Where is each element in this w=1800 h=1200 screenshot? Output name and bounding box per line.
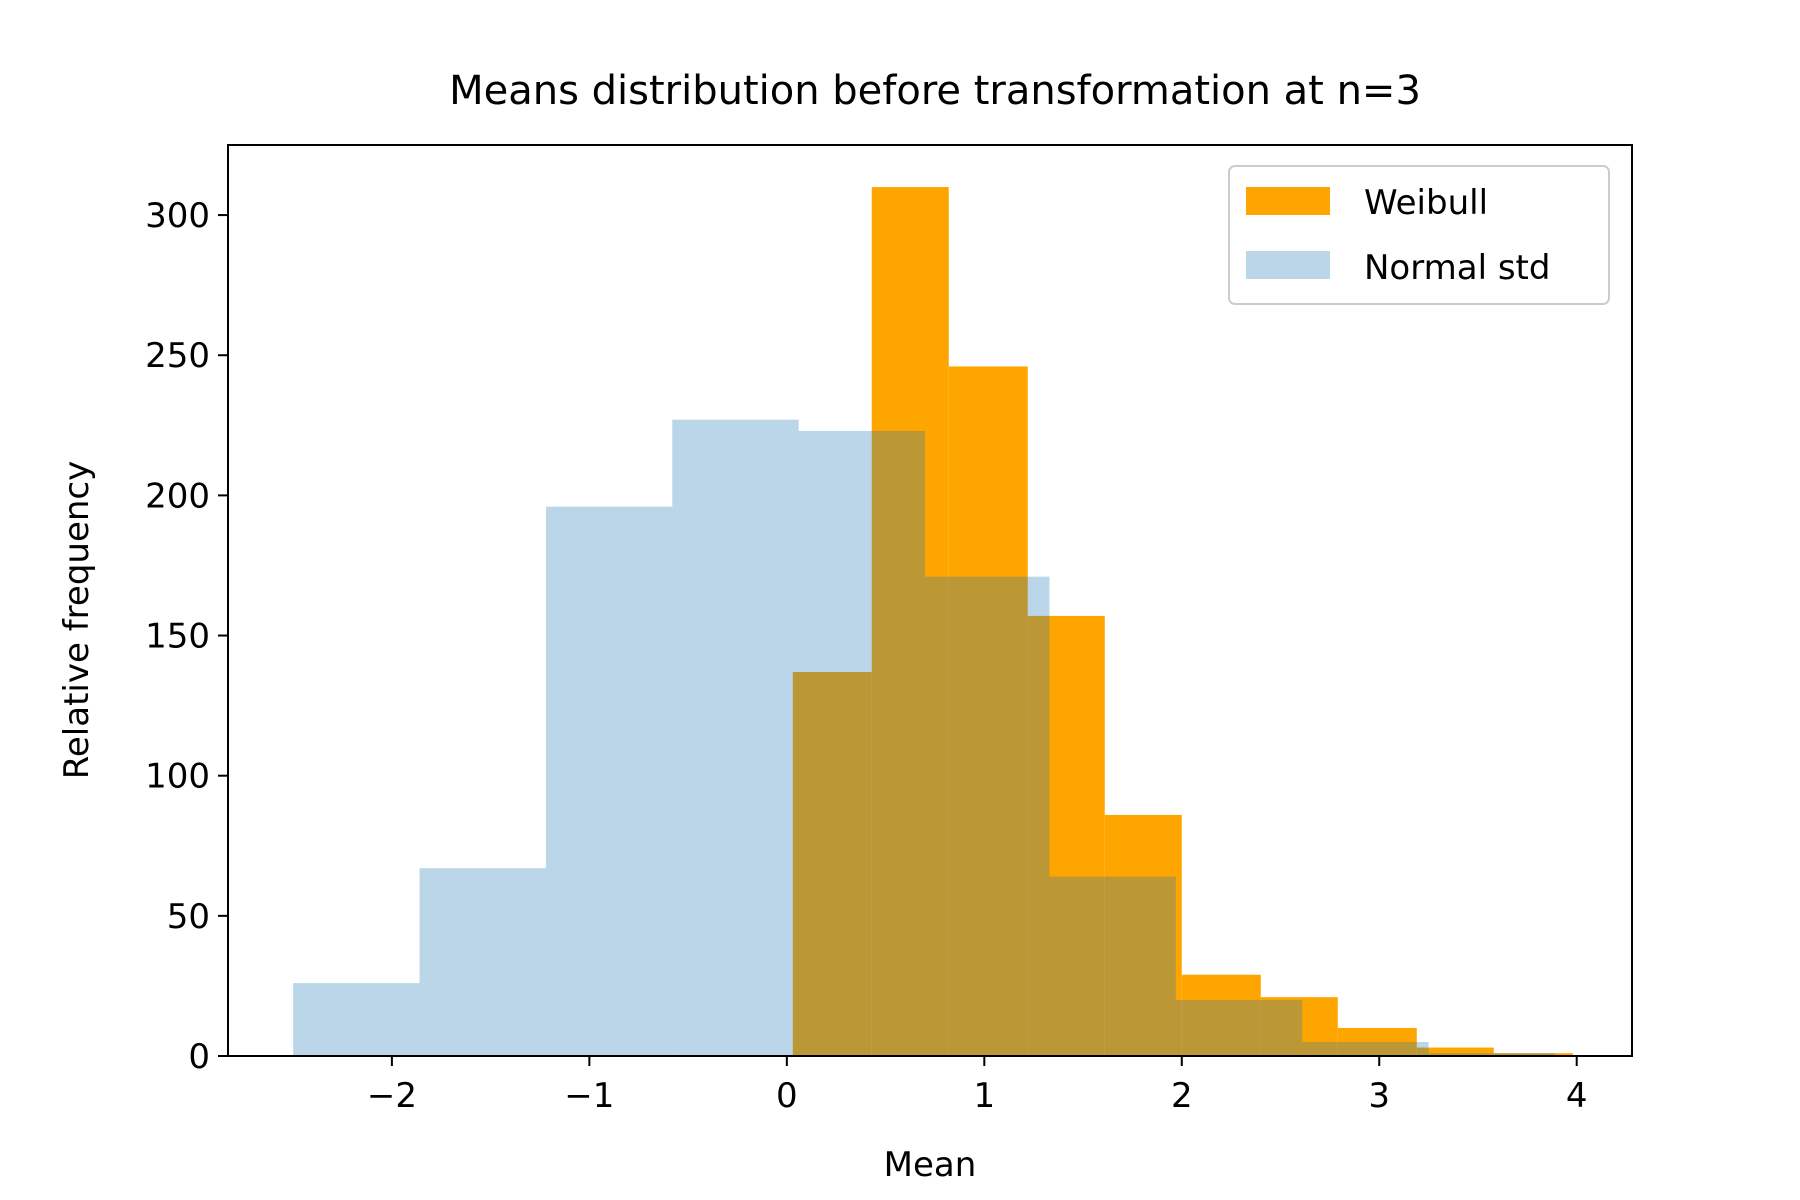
y-tick-label: 0 <box>188 1037 210 1077</box>
legend: Weibull Normal std <box>1228 165 1610 305</box>
y-tick-label: 250 <box>145 336 210 376</box>
bar-weibull-8 <box>1416 1047 1494 1056</box>
y-axis-label: Relative frequency <box>57 461 97 779</box>
bar-weibull-3 <box>1027 615 1105 1056</box>
y-tick-label: 200 <box>145 476 210 516</box>
bar-weibull-0 <box>792 671 872 1056</box>
bar-normal-std-5 <box>925 576 1050 1056</box>
chart-title: Means distribution before transformation… <box>449 68 1421 114</box>
bar-normal-std-3 <box>672 419 799 1056</box>
bar-weibull-2 <box>948 366 1028 1056</box>
bar-weibull-7 <box>1337 1027 1417 1056</box>
x-tick-label: 1 <box>973 1076 995 1116</box>
y-tick-label: 100 <box>145 757 210 797</box>
x-tick-label: 0 <box>776 1076 798 1116</box>
bar-normal-std-4 <box>798 430 926 1057</box>
bar-weibull-1 <box>871 187 949 1057</box>
y-axis-ticks: 0 50 100 150 200 250 300 <box>145 196 228 1077</box>
x-tick-label: 4 <box>1566 1076 1588 1116</box>
bar-normal-std-9 <box>1428 1053 1555 1056</box>
legend-label-weibull: Weibull <box>1364 183 1488 223</box>
legend-label-normal-std: Normal std <box>1364 248 1550 288</box>
bar-normal-std-6 <box>1049 876 1176 1056</box>
y-tick-label: 50 <box>167 897 210 937</box>
x-axis-ticks: −2 −1 0 1 2 3 4 <box>367 1056 1588 1116</box>
histogram-bars <box>293 187 1573 1057</box>
series-weibull <box>792 187 1573 1057</box>
bar-normal-std-8 <box>1302 1041 1429 1056</box>
x-tick-label: −1 <box>564 1076 614 1116</box>
x-tick-label: 2 <box>1171 1076 1193 1116</box>
bar-normal-std-7 <box>1175 999 1303 1056</box>
x-tick-label: 3 <box>1368 1076 1390 1116</box>
bar-weibull-5 <box>1181 974 1261 1056</box>
bar-weibull-6 <box>1260 997 1338 1056</box>
legend-swatch-weibull <box>1246 187 1330 215</box>
x-axis-label: Mean <box>884 1145 977 1185</box>
bar-normal-std-2 <box>545 506 673 1056</box>
x-tick-label: −2 <box>367 1076 417 1116</box>
y-tick-label: 300 <box>145 196 210 236</box>
bar-weibull-9 <box>1493 1053 1573 1056</box>
legend-swatch-normal-std <box>1246 251 1330 279</box>
plot-frame <box>227 144 1633 1057</box>
y-tick-label: 150 <box>145 617 210 657</box>
bar-normal-std-1 <box>419 868 546 1056</box>
bar-normal-std-0 <box>293 983 420 1056</box>
bar-weibull-4 <box>1104 814 1182 1056</box>
series-normal-std <box>293 419 1555 1057</box>
